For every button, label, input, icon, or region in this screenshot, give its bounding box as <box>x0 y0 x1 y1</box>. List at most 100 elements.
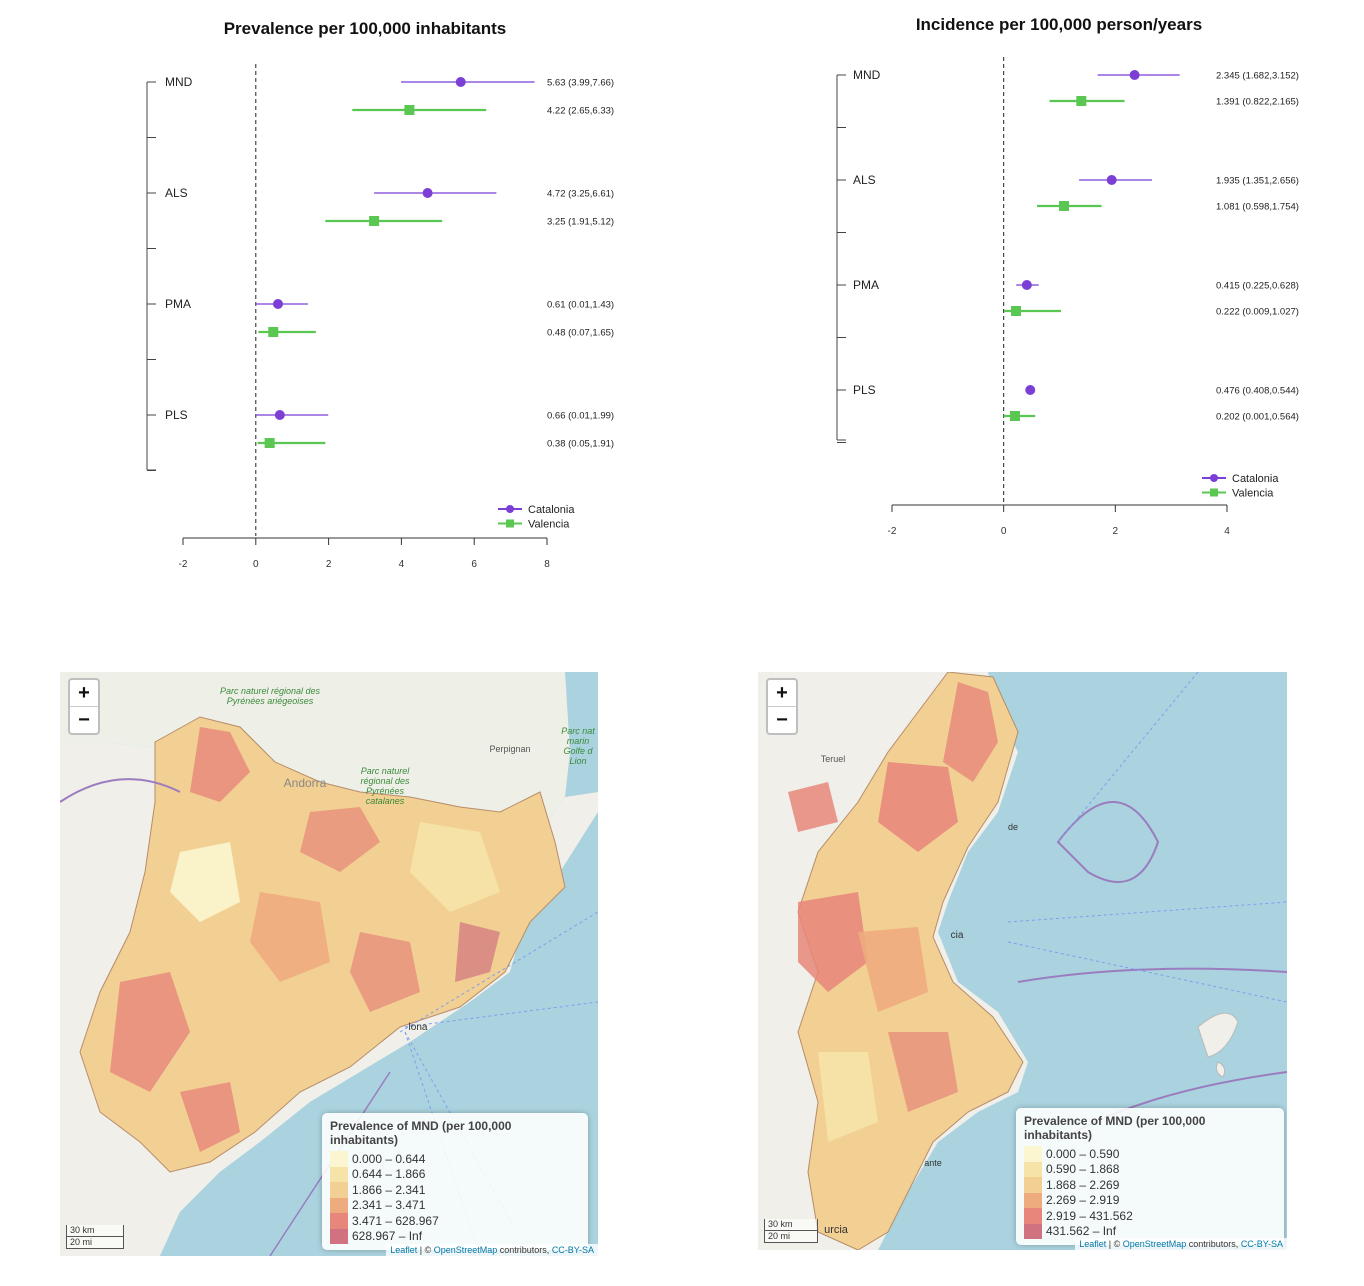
legend-swatch <box>1024 1223 1042 1239</box>
legend-title: Prevalence of MND (per 100,000 inhabitan… <box>1024 1114 1206 1142</box>
osm-link[interactable]: OpenStreetMap <box>1122 1239 1187 1249</box>
legend-label: 2.341 – 3.471 <box>352 1198 426 1213</box>
legend-marker <box>1210 474 1218 482</box>
attribution-text: contributors, <box>1186 1239 1241 1249</box>
legend-swatch <box>1024 1192 1042 1208</box>
prevalence-forest-svg: Prevalence per 100,000 inhabitants MND ALS… <box>146 19 614 570</box>
x-tick-label: 4 <box>399 559 405 570</box>
legend-marker <box>506 505 514 513</box>
x-tick-label: 0 <box>253 559 259 570</box>
place-label: Teruel <box>820 754 846 764</box>
legend-row: 0.644 – 1.866 <box>330 1166 580 1182</box>
value-label: 0.415 (0.225,0.628) <box>1216 281 1299 292</box>
legend-swatch <box>330 1197 348 1213</box>
legend-label: Catalonia <box>1232 473 1279 485</box>
legend-marker <box>506 519 514 528</box>
point-estimate <box>369 216 380 226</box>
legend-row: 1.868 – 2.269 <box>1024 1177 1276 1193</box>
scale-km: 30 km <box>66 1225 124 1237</box>
point-estimate <box>404 105 415 115</box>
place-label: de <box>1007 822 1018 832</box>
valencia-prevalence-map[interactable]: Teruel de cia ante urcia + − Prevalence … <box>758 672 1287 1250</box>
value-label: 0.476 (0.408,0.544) <box>1216 386 1299 397</box>
point-estimate <box>1025 385 1036 395</box>
legend-rows: 0.000 – 0.590 0.590 – 1.868 1.868 – 2.269 2… <box>1024 1146 1276 1239</box>
attribution-text: | © <box>1106 1239 1123 1249</box>
legend-row: 2.919 – 431.562 <box>1024 1208 1276 1224</box>
scale-bar: 30 km 20 mi <box>764 1219 818 1243</box>
scale-km: 30 km <box>764 1219 818 1231</box>
legend-row: 0.000 – 0.644 <box>330 1151 580 1167</box>
group-label: PMA <box>853 278 879 292</box>
place-label: Parc naturel régional des Pyrénées catal… <box>360 766 410 806</box>
place-label: lona <box>408 1022 428 1033</box>
legend-row: 3.471 – 628.967 <box>330 1213 580 1229</box>
point-estimate <box>1009 411 1020 421</box>
osm-link[interactable]: OpenStreetMap <box>433 1245 498 1255</box>
x-tick-label: 6 <box>471 559 477 570</box>
zoom-control: + − <box>766 678 798 735</box>
place-label: cia <box>950 930 964 941</box>
zoom-in-button[interactable]: + <box>70 680 98 707</box>
legend-swatch <box>330 1228 348 1244</box>
legend-row: 1.866 – 2.341 <box>330 1182 580 1198</box>
map-legend: Prevalence of MND (per 100,000 inhabitan… <box>322 1113 588 1250</box>
leaflet-link[interactable]: Leaflet <box>390 1245 418 1255</box>
point-estimate <box>1011 306 1022 316</box>
valencia-map-canvas[interactable] <box>758 672 1287 1250</box>
place-label: Parc nat marin Golfe d Lion <box>561 726 595 766</box>
point-estimate <box>1106 175 1117 185</box>
leaflet-link[interactable]: Leaflet <box>1079 1239 1107 1249</box>
legend-swatch <box>330 1151 348 1167</box>
group-label: MND <box>853 68 881 82</box>
legend-label: 0.590 – 1.868 <box>1046 1162 1120 1177</box>
x-tick-label: 4 <box>1224 526 1230 537</box>
legend-marker <box>1210 488 1218 497</box>
scale-mi: 20 mi <box>764 1231 818 1243</box>
chart-title: Prevalence per 100,000 inhabitants <box>224 19 507 38</box>
legend-label: 2.269 – 2.919 <box>1046 1193 1120 1208</box>
legend-label: 1.868 – 2.269 <box>1046 1177 1120 1192</box>
point-estimate <box>274 410 285 420</box>
catalonia-prevalence-map[interactable]: Parc naturel régional des Pyrénées ariég… <box>60 672 598 1256</box>
x-tick-label: 0 <box>1001 526 1007 537</box>
legend-swatch <box>330 1213 348 1229</box>
x-tick-label: -2 <box>179 559 188 570</box>
attribution-text: | © <box>417 1245 434 1255</box>
legend-row: 431.562 – Inf <box>1024 1223 1276 1239</box>
scale-bar: 30 km 20 mi <box>66 1225 124 1249</box>
point-estimate <box>264 438 275 448</box>
point-estimate <box>1021 280 1032 290</box>
zoom-in-button[interactable]: + <box>768 680 796 707</box>
point-estimate <box>1129 70 1140 80</box>
x-tick-label: 2 <box>1113 526 1119 537</box>
value-label: 0.38 (0.05,1.91) <box>547 439 614 450</box>
zoom-out-button[interactable]: − <box>776 709 788 731</box>
value-label: 0.202 (0.001,0.564) <box>1216 412 1299 423</box>
group-label: ALS <box>853 173 876 187</box>
value-label: 1.391 (0.822,2.165) <box>1216 97 1299 108</box>
x-tick-label: 8 <box>544 559 550 570</box>
chart-title: Incidence per 100,000 person/years <box>916 15 1202 34</box>
attribution-text: contributors, <box>497 1245 552 1255</box>
place-label: ante <box>924 1158 942 1168</box>
zoom-out-button[interactable]: − <box>78 709 90 731</box>
legend-label: 1.866 – 2.341 <box>352 1182 426 1197</box>
point-estimate <box>273 299 284 309</box>
place-label: Parc naturel régional des Pyrénées ariég… <box>219 686 321 706</box>
place-label: Andorra <box>283 776 327 790</box>
legend-row: 0.590 – 1.868 <box>1024 1161 1276 1177</box>
cc-link[interactable]: CC-BY-SA <box>1240 1239 1283 1249</box>
legend-label: 628.967 – Inf <box>352 1229 423 1244</box>
group-label: PLS <box>165 408 188 422</box>
legend-label: Valencia <box>1232 488 1274 500</box>
prevalence-forest-plot: Prevalence per 100,000 inhabitants MND ALS… <box>0 0 682 600</box>
point-estimate <box>1076 96 1087 106</box>
zoom-control: + − <box>68 678 100 735</box>
legend-label: 3.471 – 628.967 <box>352 1213 439 1228</box>
legend-swatch <box>1024 1208 1042 1224</box>
legend-rows: 0.000 – 0.644 0.644 – 1.866 1.866 – 2.341 2… <box>330 1151 580 1244</box>
group-label: MND <box>165 75 193 89</box>
x-tick-label: -2 <box>888 526 897 537</box>
cc-link[interactable]: CC-BY-SA <box>551 1245 594 1255</box>
